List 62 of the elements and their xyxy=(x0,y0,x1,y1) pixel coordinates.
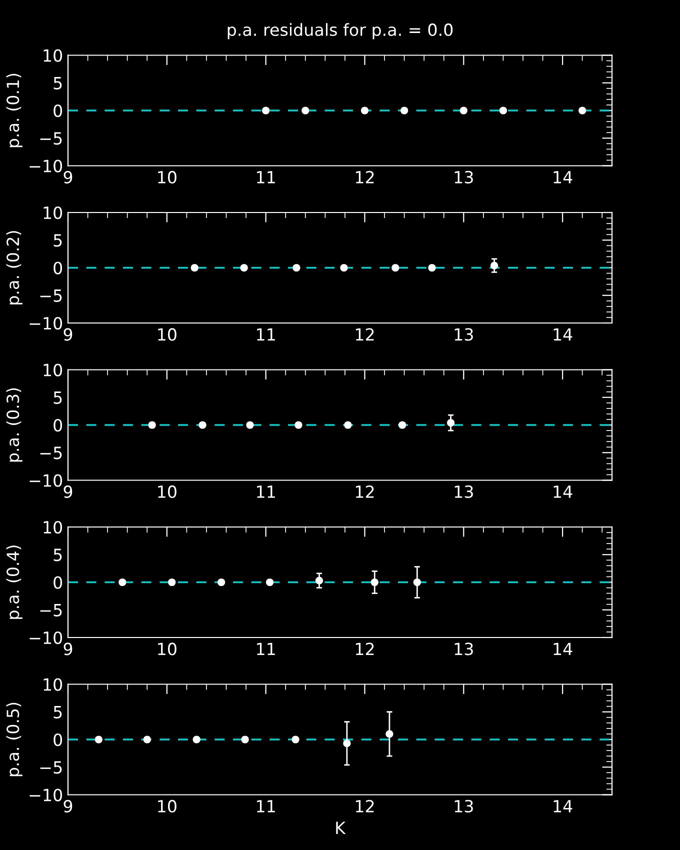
x-tick-label: 12 xyxy=(356,642,374,656)
x-tick-label: 12 xyxy=(356,170,374,184)
chart-title: p.a. residuals for p.a. = 0.0 xyxy=(228,23,453,40)
x-tick-label: 14 xyxy=(554,642,572,656)
x-tick-label: 9 xyxy=(64,485,72,498)
y-tick-label: 5 xyxy=(54,234,62,247)
x-tick-label: 10 xyxy=(158,170,176,184)
y-tick-label: 10 xyxy=(44,678,62,691)
y-axis-title: p.a. (0.2) xyxy=(6,231,22,304)
x-tick-label: 13 xyxy=(454,800,473,813)
y-tick-label: −10 xyxy=(30,474,62,487)
x-tick-label: 11 xyxy=(257,642,275,656)
y-tick-label: −10 xyxy=(30,788,62,802)
x-tick-label: 13 xyxy=(454,485,473,498)
x-tick-label: 12 xyxy=(356,328,374,341)
y-tick-label: −5 xyxy=(40,604,62,616)
x-tick-label: 10 xyxy=(158,642,176,656)
x-tick-label: 9 xyxy=(64,170,72,184)
x-tick-label: 14 xyxy=(554,800,572,812)
y-tick-label: 10 xyxy=(44,49,62,62)
x-tick-label: 10 xyxy=(158,328,176,341)
x-tick-label: 13 xyxy=(454,170,473,184)
x-tick-label: 11 xyxy=(257,328,275,341)
y-tick-label: −5 xyxy=(40,761,62,774)
y-tick-label: 5 xyxy=(54,548,62,562)
x-tick-label: 14 xyxy=(554,486,572,498)
x-tick-label: 11 xyxy=(257,171,275,184)
x-axis-title: K xyxy=(336,822,346,834)
y-tick-label: 10 xyxy=(44,364,62,376)
y-axis-title: p.a. (0.1) xyxy=(6,74,22,148)
y-tick-label: −10 xyxy=(30,316,62,330)
y-tick-label: 10 xyxy=(44,206,62,220)
y-axis-title: p.a. (0.4) xyxy=(6,546,22,619)
x-tick-label: 13 xyxy=(454,328,473,341)
y-tick-label: 5 xyxy=(54,77,62,90)
x-tick-label: 12 xyxy=(356,800,374,812)
x-tick-label: 10 xyxy=(158,800,176,813)
x-tick-label: 14 xyxy=(554,171,572,184)
x-tick-label: 12 xyxy=(356,485,374,498)
y-tick-label: 0 xyxy=(54,262,62,274)
y-tick-label: −10 xyxy=(30,631,62,644)
x-tick-label: 11 xyxy=(257,800,275,812)
y-tick-label: 0 xyxy=(54,576,62,589)
x-tick-label: 9 xyxy=(64,328,72,341)
y-tick-label: 0 xyxy=(54,418,62,432)
y-axis-title: p.a. (0.5) xyxy=(6,702,22,776)
y-tick-label: −5 xyxy=(40,446,62,460)
y-tick-label: −5 xyxy=(40,132,62,145)
x-tick-label: 13 xyxy=(454,642,473,656)
y-tick-label: 5 xyxy=(54,392,62,404)
y-axis-title: p.a. (0.3) xyxy=(6,388,22,462)
y-tick-label: 0 xyxy=(54,104,62,118)
x-tick-label: 11 xyxy=(257,486,275,498)
x-tick-label: 10 xyxy=(158,485,176,498)
y-tick-label: −10 xyxy=(30,160,62,172)
x-tick-label: 14 xyxy=(554,328,572,341)
y-tick-label: 10 xyxy=(44,520,62,534)
x-tick-label: 9 xyxy=(64,800,72,813)
y-tick-label: 0 xyxy=(54,733,62,746)
y-tick-label: 5 xyxy=(54,706,62,718)
y-tick-label: −5 xyxy=(40,290,62,302)
x-tick-label: 9 xyxy=(64,642,72,656)
